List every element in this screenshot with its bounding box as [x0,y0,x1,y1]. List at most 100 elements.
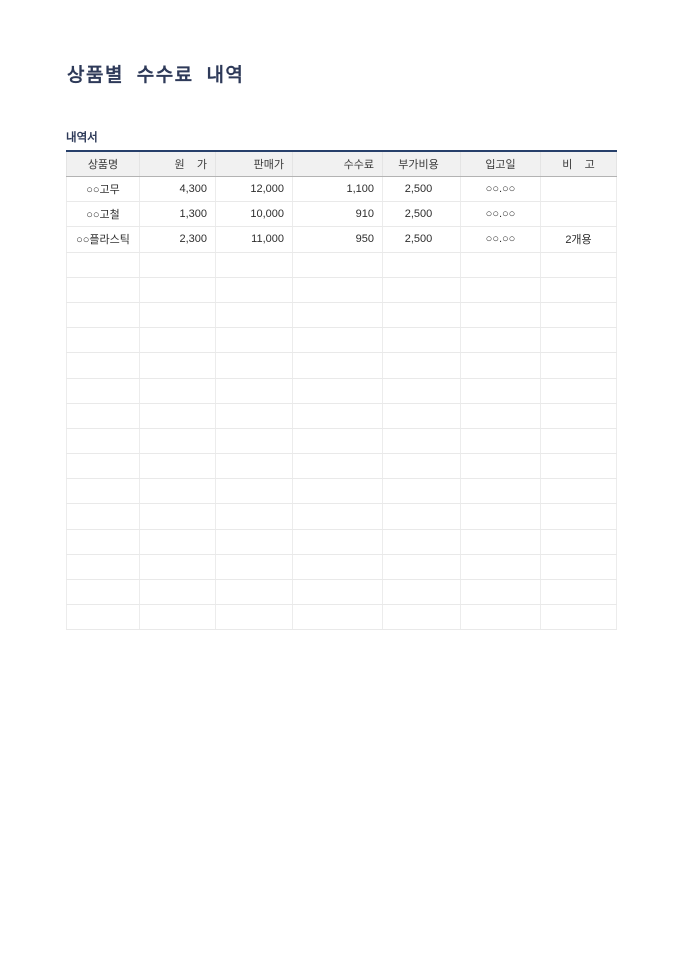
column-header-extra-cost: 부가비용 [382,151,461,177]
table-cell [66,277,140,303]
table-cell [66,252,140,278]
table-cell [292,604,383,631]
table-cell: ○○고무 [66,176,140,203]
table-cell [382,428,461,455]
table-cell: 2,500 [382,176,461,203]
table-cell [460,503,541,530]
table-cell: 2,300 [139,226,216,253]
table-row [66,478,617,505]
table-cell [540,403,617,429]
fee-table-body: ○○고무 4,300 12,000 1,100 2,500 ○○.○○ ○○고철 1,300 1… [66,176,617,631]
table-cell: 1,100 [292,176,383,203]
table-cell [382,478,461,505]
table-cell [382,579,461,606]
table-cell [540,579,617,606]
table-cell [215,378,293,404]
table-row: ○○플라스틱 2,300 11,000 950 2,500 ○○.○○ 2개용 [66,226,617,253]
table-cell [139,503,216,530]
table-cell: 10,000 [215,201,293,228]
column-header-price: 판매가 [215,151,293,177]
table-cell [460,352,541,379]
table-cell [139,378,216,404]
table-cell [215,478,293,505]
table-cell [292,478,383,505]
fee-table: 상품명 원 가 판매가 수수료 부가비용 입고일 비 고 ○○고무 4,300 12… [66,150,617,631]
fee-table-header: 상품명 원 가 판매가 수수료 부가비용 입고일 비 고 [66,151,617,177]
table-row [66,403,617,429]
table-cell [139,529,216,555]
header-row: 상품명 원 가 판매가 수수료 부가비용 입고일 비 고 [66,151,617,177]
table-cell: 4,300 [139,176,216,203]
table-cell [215,428,293,455]
table-cell [292,327,383,354]
table-cell [540,327,617,354]
table-cell: 2,500 [382,226,461,253]
page-title: 상품별 수수료 내역 [67,65,245,86]
table-cell: ○○.○○ [460,176,541,203]
table-cell [382,302,461,329]
table-row [66,604,617,631]
table-row [66,428,617,455]
table-cell [540,201,617,228]
table-cell [139,428,216,455]
table-cell [66,554,140,581]
table-cell [139,403,216,429]
table-cell [66,503,140,530]
table-cell [292,579,383,606]
table-cell [540,277,617,303]
table-row [66,378,617,404]
table-cell: ○○.○○ [460,201,541,228]
table-cell [139,604,216,631]
table-row [66,352,617,379]
table-cell [292,302,383,329]
table-row [66,327,617,354]
table-cell [460,529,541,555]
table-cell [382,252,461,278]
table-cell [460,403,541,429]
table-cell [139,478,216,505]
table-cell [460,277,541,303]
table-cell [292,453,383,480]
table-cell [540,554,617,581]
table-cell [215,403,293,429]
table-cell [540,503,617,530]
table-cell [382,352,461,379]
table-cell [292,428,383,455]
table-cell [66,352,140,379]
table-row [66,277,617,303]
table-cell [139,327,216,354]
table-row [66,302,617,329]
table-cell [540,176,617,203]
table-cell [460,252,541,278]
table-cell [215,327,293,354]
table-cell [292,378,383,404]
table-cell [215,604,293,631]
table-cell [382,277,461,303]
table-cell [460,604,541,631]
table-cell [292,503,383,530]
table-cell [215,503,293,530]
table-cell [215,554,293,581]
table-cell [215,352,293,379]
table-cell [540,302,617,329]
table-cell [139,554,216,581]
column-header-stock-date: 입고일 [460,151,541,177]
table-cell [382,378,461,404]
table-cell [382,453,461,480]
table-cell [215,529,293,555]
table-cell [460,378,541,404]
table-cell [66,579,140,606]
table-cell [66,529,140,555]
table-cell [382,554,461,581]
table-cell [66,327,140,354]
table-cell [540,252,617,278]
table-cell [540,529,617,555]
table-cell: ○○플라스틱 [66,226,140,253]
table-cell [66,428,140,455]
table-cell: 910 [292,201,383,228]
table-row: ○○고철 1,300 10,000 910 2,500 ○○.○○ [66,201,617,228]
column-header-commission: 수수료 [292,151,383,177]
table-cell [540,352,617,379]
table-cell: ○○.○○ [460,226,541,253]
table-cell [139,252,216,278]
